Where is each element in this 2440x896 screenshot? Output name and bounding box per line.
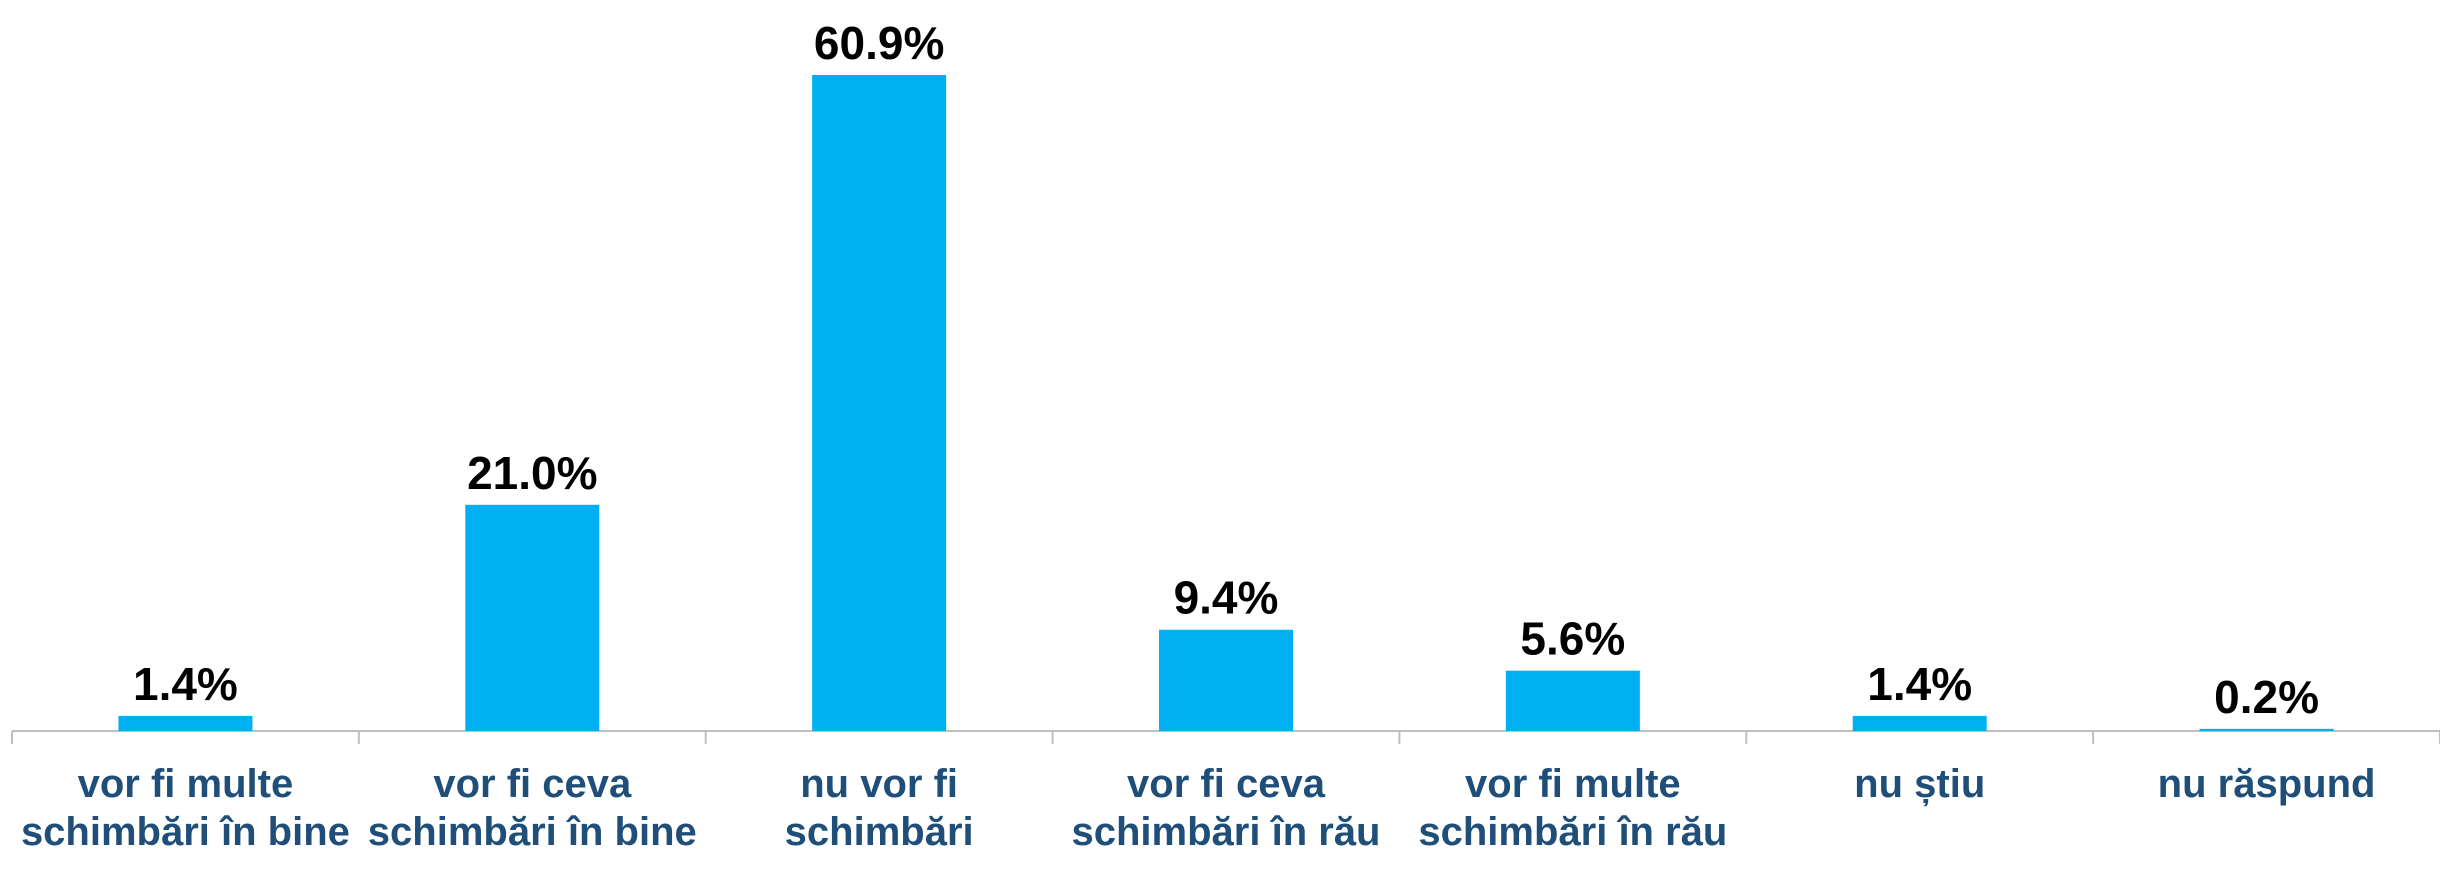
bar [465, 504, 600, 731]
data-label: 5.6% [1520, 613, 1625, 665]
data-label: 0.2% [2214, 671, 2319, 723]
bar [1159, 629, 1293, 731]
bar [812, 75, 947, 731]
data-label: 9.4% [1174, 572, 1279, 624]
data-label: 21.0% [467, 447, 597, 499]
data-label: 60.9% [814, 17, 944, 69]
bar [2199, 728, 2334, 731]
x-tick-label: vor fi ceva schimbări în bine [368, 762, 697, 854]
data-label: 1.4% [133, 658, 238, 710]
x-tick-label: vor fi multe schimbări în bine [21, 762, 350, 854]
data-label: 1.4% [1867, 658, 1972, 710]
x-tick-label: nu știu [1854, 762, 1985, 806]
x-tick-label: nu vor fi schimbări [785, 762, 974, 854]
x-tick-label: vor fi ceva schimbări în rău [1072, 762, 1381, 854]
bar [118, 715, 253, 731]
x-tick-label: nu răspund [2158, 762, 2376, 806]
bar [1852, 715, 1987, 731]
x-tick-label: vor fi multe schimbări în rău [1418, 762, 1727, 854]
bar [1505, 670, 1640, 731]
